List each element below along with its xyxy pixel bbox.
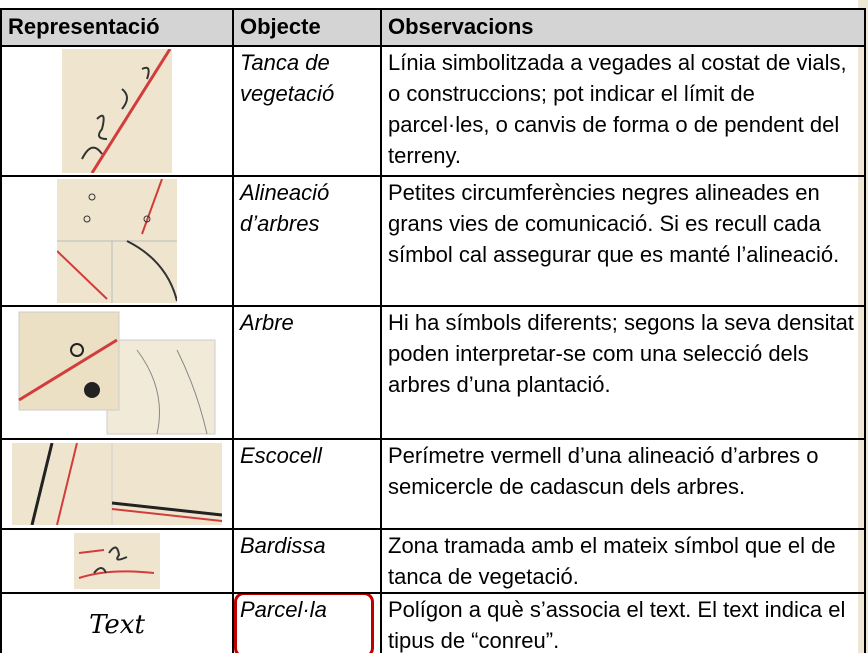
observation-cell: Petites circumferències negres alineades… [380,175,866,307]
map-thumbnail [57,179,177,303]
highlight-box [235,595,374,653]
map-thumbnail [62,49,172,173]
legend-table: Representació Objecte Observacions Tanca… [0,8,866,653]
object-cell: Alineació d’arbres [232,175,382,307]
symbol-cell: Text [0,592,234,653]
row: Alineació d’arbres Petites circumferènci… [0,175,866,307]
row: Tanca de vegetació Línia simbolitzada a … [0,45,866,177]
object-cell: Parcel·la [232,592,382,653]
header-row: Representació Objecte Observacions [0,8,866,47]
object-cell: Tanca de vegetació [232,45,382,177]
row: Escocell Perímetre vermell d’una alineac… [0,438,866,530]
image-cell [0,438,234,530]
map-thumbnail [12,443,222,525]
observation-cell: Zona tramada amb el mateix símbol que el… [380,528,866,594]
map-thumbnail [18,311,216,434]
object-cell: Bardissa [232,528,382,594]
image-cell [0,528,234,594]
row: Arbre Hi ha símbols diferents; segons la… [0,305,866,440]
object-text: Parcel·la [240,597,327,622]
observation-cell: Línia simbolitzada a vegades al costat d… [380,45,866,177]
image-cell [0,45,234,177]
header-cell: Objecte [232,8,382,47]
header-cell: Representació [0,8,234,47]
row: Text Parcel·la Polígon a què s’associa e… [0,592,866,653]
row: Bardissa Zona tramada amb el mateix símb… [0,528,866,594]
observation-cell: Perímetre vermell d’una alineació d’arbr… [380,438,866,530]
object-cell: Escocell [232,438,382,530]
observation-cell: Polígon a què s’associa el text. El text… [380,592,866,653]
observation-cell: Hi ha símbols diferents; segons la seva … [380,305,866,440]
map-thumbnail [74,533,160,589]
object-cell: Arbre [232,305,382,440]
image-cell [0,305,234,440]
header-cell: Observacions [380,8,866,47]
image-cell [0,175,234,307]
